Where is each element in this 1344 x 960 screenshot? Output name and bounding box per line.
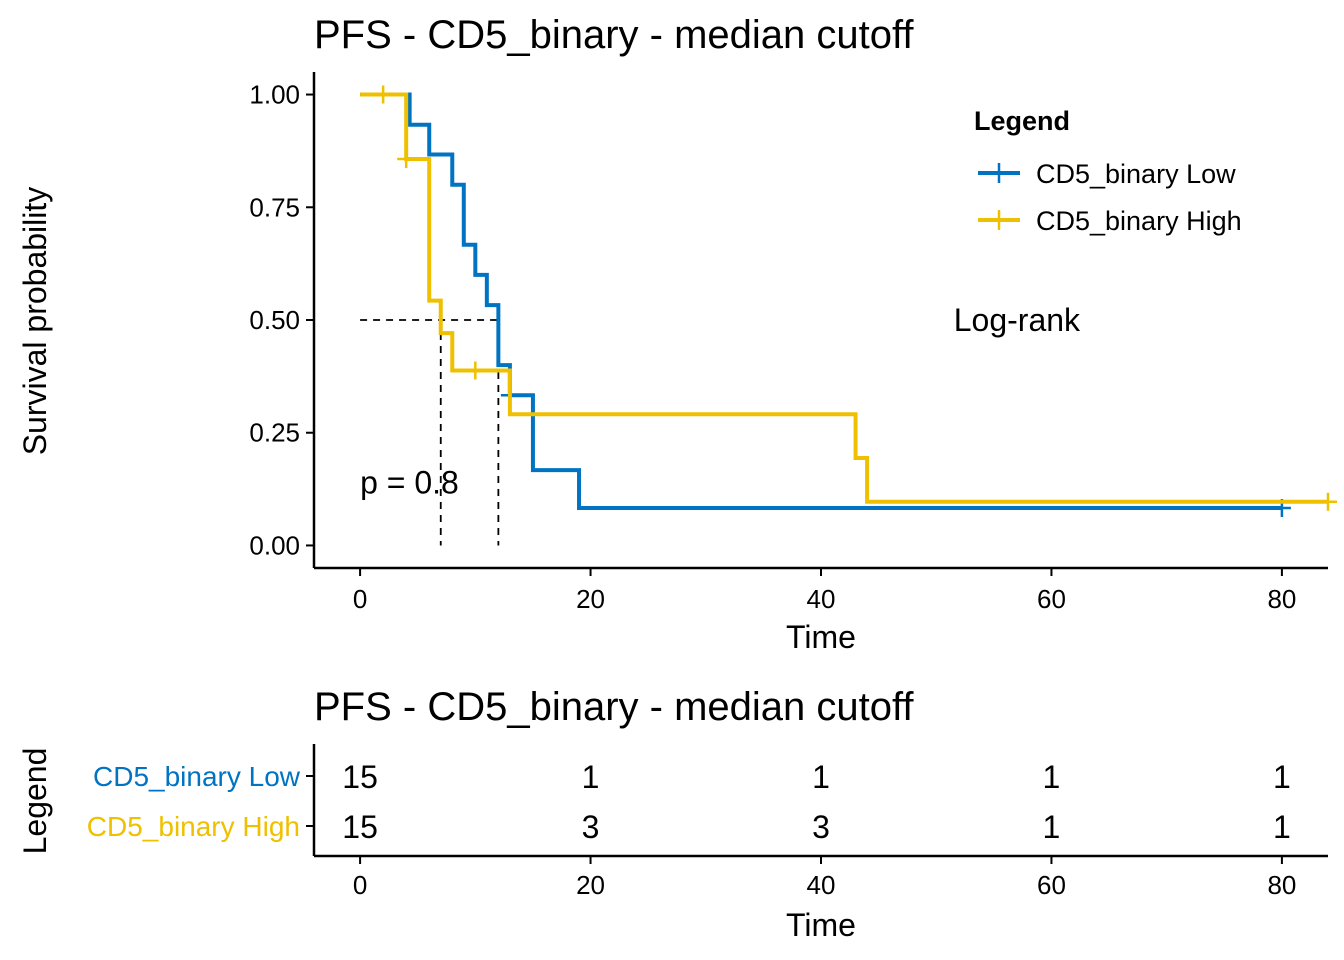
km-x-tick-label: 40 (807, 584, 836, 614)
survival-curve (360, 92, 1328, 504)
legend-title: Legend (974, 106, 1070, 136)
log-rank-label: Log-rank (954, 302, 1081, 338)
km-x-tick-label: 60 (1037, 584, 1066, 614)
km-plot: PFS - CD5_binary - median cutoff Surviva… (17, 13, 1337, 655)
km-y-axis-title: Survival probability (17, 187, 53, 456)
km-y-tick-label: 0.25 (249, 418, 300, 448)
risk-table: PFS - CD5_binary - median cutoff Legend … (17, 685, 1328, 943)
risk-table-y-axis-title: Legend (17, 748, 53, 855)
censor-mark (1319, 492, 1337, 511)
risk-table-x-axis-title: Time (786, 907, 856, 943)
km-y-tick-label: 0.75 (249, 192, 300, 222)
km-plot-title: PFS - CD5_binary - median cutoff (314, 13, 914, 57)
km-annotations: Log-rank p = 0.8 (360, 302, 1081, 500)
risk-row-label: CD5_binary High (87, 811, 300, 842)
risk-row-label: CD5_binary Low (93, 761, 301, 792)
survival-curve (360, 92, 1282, 511)
risk-count: 1 (812, 759, 830, 795)
km-y-tick-label: 0.50 (249, 305, 300, 335)
risk-count: 1 (1043, 759, 1061, 795)
km-series (360, 85, 1337, 518)
km-x-tick-label: 80 (1267, 584, 1296, 614)
km-x-tick-label: 0 (353, 584, 367, 614)
censor-mark (466, 361, 485, 380)
p-value-label: p = 0.8 (360, 464, 459, 500)
risk-rows: CD5_binary Low 15 1 1 1 1 CD5_binary High 15 3 3 1… (87, 759, 1291, 845)
risk-count: 15 (342, 809, 378, 845)
km-y-tick-label: 1.00 (249, 80, 300, 110)
risk-axes: 0 20 40 60 80 (312, 744, 1328, 900)
legend-label: CD5_binary Low (1036, 159, 1236, 189)
km-median-lines (360, 319, 500, 546)
risk-x-tick-label: 0 (353, 870, 367, 900)
risk-count: 15 (342, 759, 378, 795)
censor-mark (374, 85, 393, 104)
km-axes: 0.00 0.25 0.50 0.75 1.00 0 20 40 60 80 (249, 72, 1328, 614)
km-x-axis-title: Time (786, 619, 856, 655)
risk-table-title: PFS - CD5_binary - median cutoff (314, 685, 914, 729)
censor-mark (397, 150, 416, 169)
risk-count: 1 (1273, 809, 1291, 845)
risk-count: 1 (1273, 759, 1291, 795)
km-x-tick-label: 20 (576, 584, 605, 614)
risk-x-tick-label: 60 (1037, 870, 1066, 900)
km-legend: Legend CD5_binary Low CD5_binary High (974, 106, 1242, 236)
risk-x-tick-label: 20 (576, 870, 605, 900)
risk-count: 3 (582, 809, 600, 845)
km-y-tick-label: 0.00 (249, 530, 300, 560)
risk-count: 1 (582, 759, 600, 795)
risk-x-tick-label: 80 (1267, 870, 1296, 900)
legend-label: CD5_binary High (1036, 206, 1242, 236)
risk-x-tick-label: 40 (807, 870, 836, 900)
risk-count: 1 (1043, 809, 1061, 845)
risk-count: 3 (812, 809, 830, 845)
